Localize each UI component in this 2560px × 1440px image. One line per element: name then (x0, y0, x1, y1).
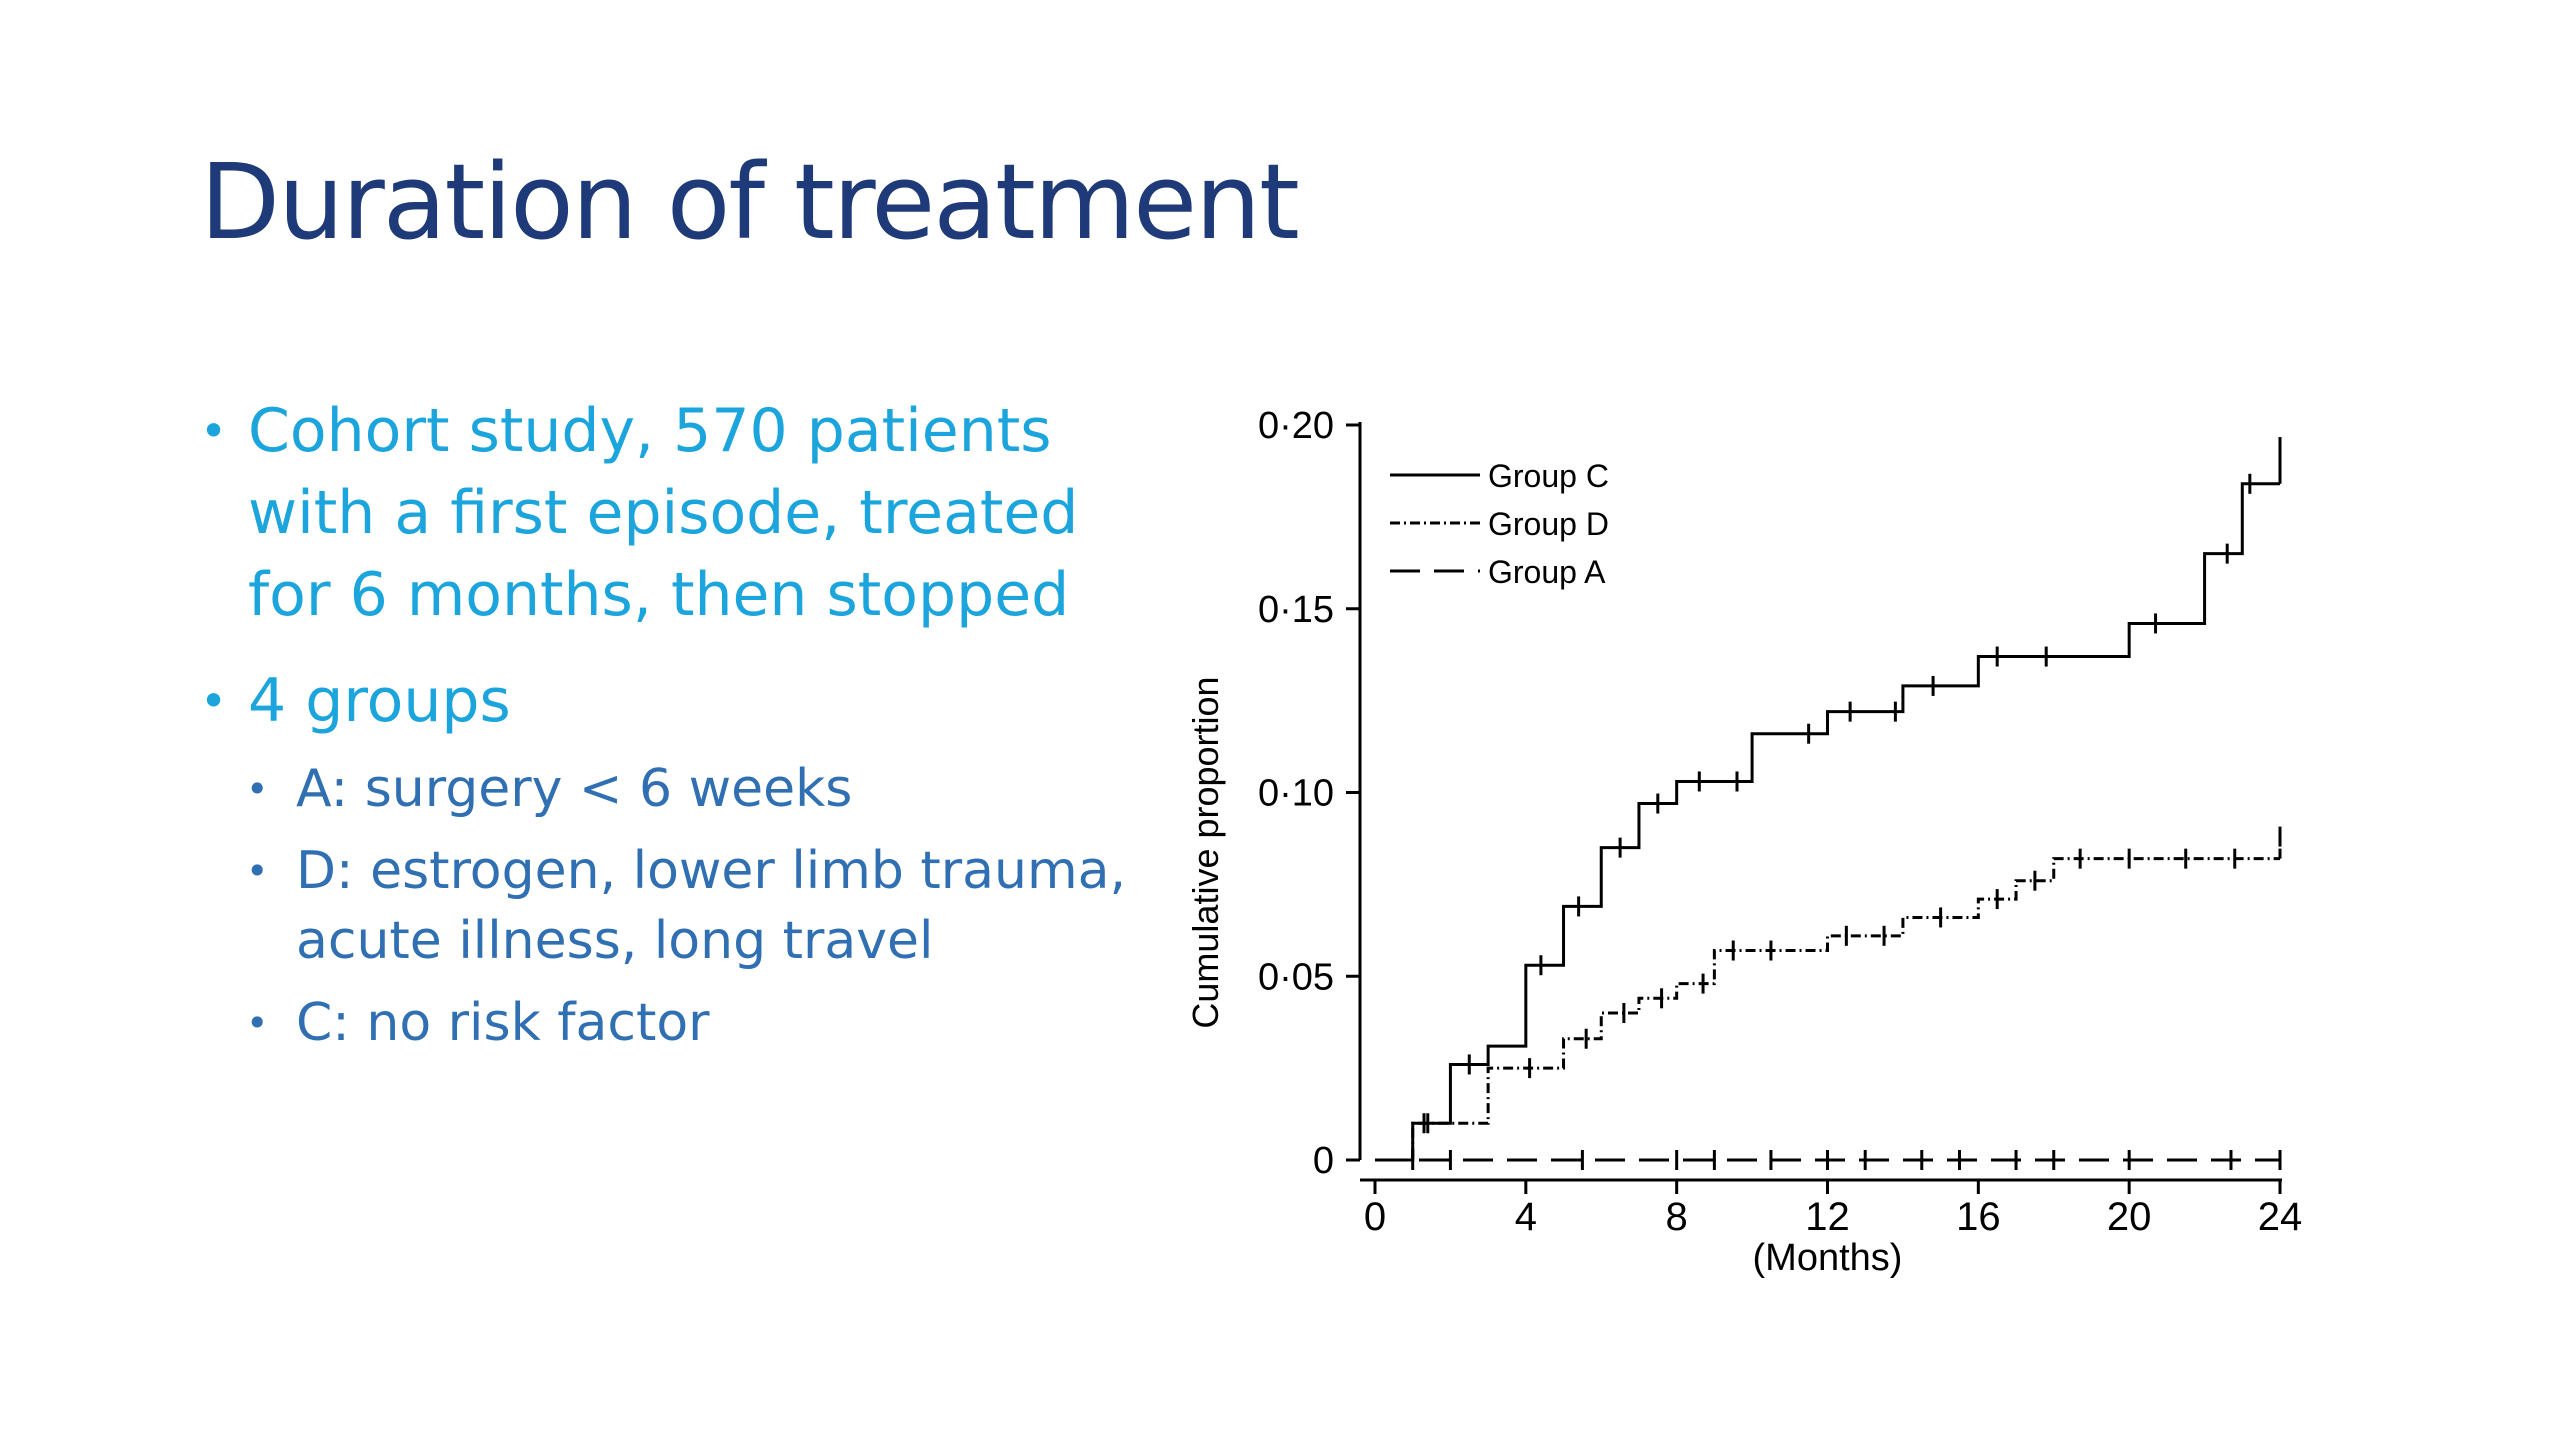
sub-bullet-group-d: • D: estrogen, lower limb trauma, acute … (196, 836, 1146, 976)
bullet-groups: • 4 groups (196, 660, 1146, 742)
y-tick-label: 0·10 (1258, 773, 1334, 815)
bullet-list: • Cohort study, 570 patients with a firs… (196, 390, 1146, 1058)
x-tick-label: 4 (1515, 1195, 1537, 1239)
x-tick-label: 16 (1956, 1195, 2001, 1239)
bullet-cohort: • Cohort study, 570 patients with a firs… (196, 390, 1146, 636)
x-tick-label: 0 (1364, 1195, 1386, 1239)
sub-bullet-marker: • (246, 1001, 269, 1045)
sub-bullet-marker: • (246, 849, 269, 893)
group-d-line (1375, 857, 2280, 1162)
slide-title: Duration of treatment (200, 141, 1300, 263)
sub-bullet-marker: • (246, 767, 269, 811)
y-tick-label: 0·15 (1258, 589, 1334, 631)
group-a-legend-label: Group A (1488, 554, 1606, 590)
group-c-line (1375, 482, 2280, 1162)
bullet-marker: • (200, 404, 228, 458)
group-d-legend-label: Group D (1488, 506, 1609, 542)
sub-bullet-group-a: • A: surgery < 6 weeks (196, 754, 1146, 824)
sub-bullet-group-c: • C: no risk factor (196, 988, 1146, 1058)
x-axis-label: (Months) (1753, 1237, 1903, 1279)
sub-bullet-text: D: estrogen, lower limb trauma, acute il… (296, 841, 1127, 971)
y-axis-label: Cumulative proportion (1185, 676, 1226, 1028)
sub-bullet-text: C: no risk factor (296, 993, 710, 1053)
x-tick-label: 20 (2107, 1195, 2152, 1239)
group-c-legend-label: Group C (1488, 458, 1609, 494)
y-tick-label: 0·20 (1258, 405, 1334, 447)
y-tick-label: 0 (1313, 1140, 1334, 1182)
bullet-marker: • (200, 674, 228, 728)
y-tick-label: 0·05 (1258, 956, 1334, 998)
bullet-text: Cohort study, 570 patients with a first … (248, 396, 1079, 630)
bullet-text: 4 groups (248, 666, 511, 736)
cumulative-proportion-chart: 0 4 8 12 16 20 24 0 0·05 0·10 0·15 0·20 (Months) Cumu… (1185, 405, 2303, 1279)
sub-bullet-list: • A: surgery < 6 weeks • D: estrogen, lo… (196, 754, 1146, 1058)
x-tick-label: 24 (2258, 1195, 2303, 1239)
sub-bullet-text: A: surgery < 6 weeks (296, 759, 853, 819)
x-tick-label: 8 (1666, 1195, 1688, 1239)
x-tick-label: 12 (1805, 1195, 1850, 1239)
